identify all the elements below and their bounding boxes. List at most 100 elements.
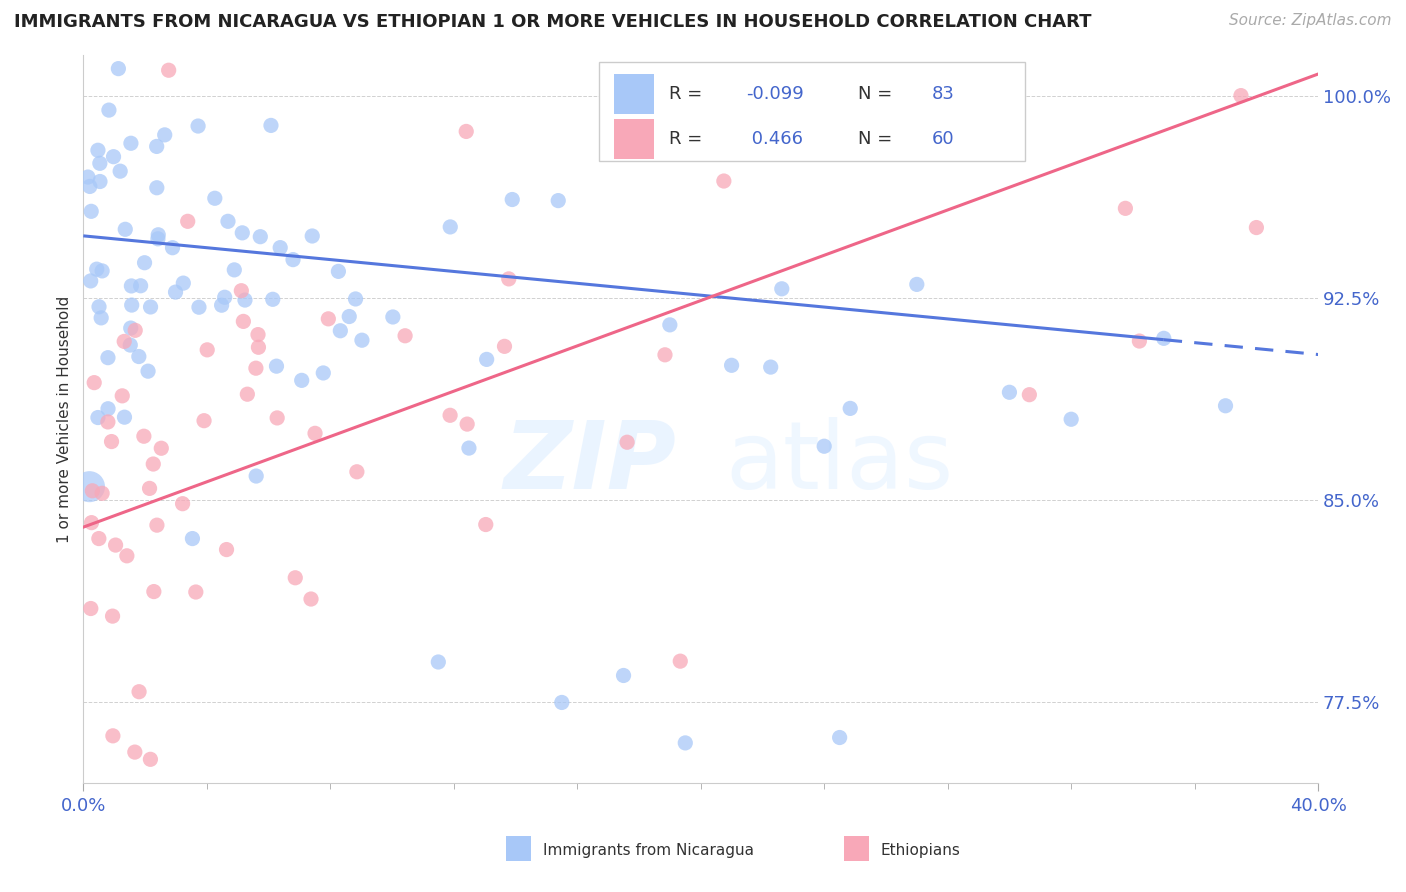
Point — [89, 174, 111, 188]
Point — [120, 321, 142, 335]
Point — [80, 601, 103, 615]
Text: R =: R = — [669, 85, 707, 103]
Point — [82, 483, 104, 498]
Point — [1153, 331, 1175, 345]
Point — [79, 179, 101, 194]
Text: N =: N = — [858, 85, 897, 103]
Point — [299, 592, 322, 607]
Point — [214, 290, 236, 304]
Point — [381, 310, 404, 324]
Point — [87, 532, 110, 546]
Point — [79, 274, 101, 288]
Bar — [614, 74, 654, 113]
Point — [318, 311, 340, 326]
Point — [134, 256, 156, 270]
FancyBboxPatch shape — [599, 62, 1025, 161]
Point — [501, 193, 523, 207]
Text: Ethiopians: Ethiopians — [880, 843, 960, 857]
Point — [456, 417, 478, 431]
Point — [97, 401, 120, 416]
Point — [249, 229, 271, 244]
Point — [498, 272, 520, 286]
Point — [828, 731, 851, 745]
Text: Source: ZipAtlas.com: Source: ZipAtlas.com — [1229, 13, 1392, 29]
Point — [547, 194, 569, 208]
Point — [101, 609, 124, 624]
Point — [269, 241, 291, 255]
Point — [157, 63, 180, 78]
Point — [114, 410, 136, 425]
Point — [121, 298, 143, 312]
Point — [456, 124, 478, 138]
Point — [91, 486, 114, 500]
Point — [301, 229, 323, 244]
Point — [231, 284, 253, 298]
Point — [233, 293, 256, 307]
Point — [236, 387, 259, 401]
Point — [162, 241, 184, 255]
Point — [104, 538, 127, 552]
Point — [87, 410, 110, 425]
Point — [759, 360, 782, 375]
Point — [77, 169, 100, 184]
Point — [998, 385, 1021, 400]
Point — [79, 480, 101, 494]
Point — [142, 457, 165, 471]
Point — [188, 300, 211, 314]
Point — [673, 736, 696, 750]
Point — [346, 465, 368, 479]
Point — [266, 359, 288, 374]
Point — [195, 343, 218, 357]
Point — [114, 222, 136, 236]
Point — [146, 232, 169, 246]
Point — [1060, 412, 1083, 426]
Point — [120, 279, 142, 293]
Point — [138, 482, 160, 496]
Point — [136, 364, 159, 378]
Point — [132, 429, 155, 443]
Point — [146, 518, 169, 533]
Point — [111, 389, 134, 403]
Text: 83: 83 — [932, 85, 955, 103]
Point — [91, 264, 114, 278]
Point — [231, 226, 253, 240]
Point — [735, 136, 758, 150]
Point — [439, 219, 461, 234]
Point — [193, 414, 215, 428]
Point — [260, 119, 283, 133]
Point — [247, 327, 270, 342]
Point — [329, 324, 352, 338]
Point — [394, 328, 416, 343]
Point — [172, 497, 194, 511]
Text: 60: 60 — [932, 130, 955, 148]
Point — [1128, 334, 1150, 348]
Text: Immigrants from Nicaragua: Immigrants from Nicaragua — [543, 843, 754, 857]
Point — [150, 442, 173, 456]
Point — [172, 276, 194, 290]
Point — [103, 150, 125, 164]
Point — [494, 339, 516, 353]
Point — [713, 174, 735, 188]
Point — [439, 409, 461, 423]
Text: R =: R = — [669, 130, 707, 148]
Point — [1230, 88, 1253, 103]
Point — [112, 334, 135, 349]
Point — [184, 585, 207, 599]
Point — [129, 278, 152, 293]
Point — [328, 264, 350, 278]
Text: atlas: atlas — [725, 417, 953, 509]
Point — [770, 282, 793, 296]
Point — [776, 139, 799, 153]
Point — [291, 373, 314, 387]
Point — [124, 323, 146, 337]
Point — [165, 285, 187, 299]
Text: -0.099: -0.099 — [747, 85, 804, 103]
Point — [1018, 387, 1040, 401]
Point — [905, 277, 928, 292]
Point — [551, 696, 574, 710]
Point — [177, 214, 200, 228]
Text: N =: N = — [858, 130, 897, 148]
Point — [97, 103, 120, 117]
Point — [304, 426, 326, 441]
Point — [458, 441, 481, 455]
